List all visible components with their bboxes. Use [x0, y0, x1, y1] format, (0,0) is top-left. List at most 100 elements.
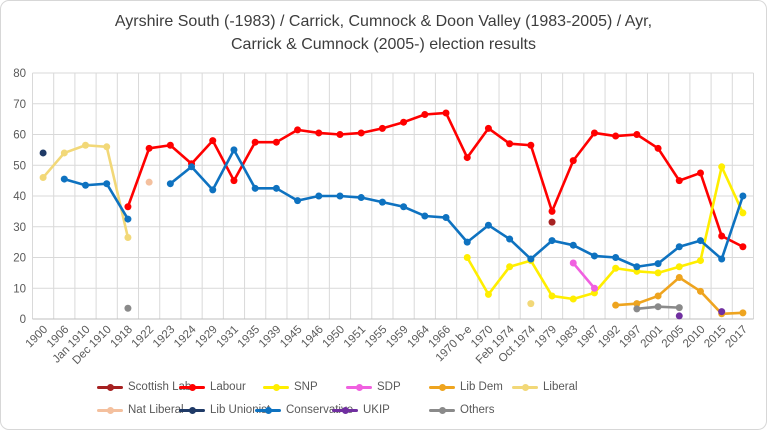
legend-marker-dot	[107, 384, 114, 391]
legend-label: Scottish Lab	[128, 381, 192, 393]
legend-marker-dot	[439, 407, 446, 414]
legend-swatch-liberal	[512, 380, 538, 394]
data-point	[124, 215, 132, 223]
legend-marker-dot	[342, 407, 349, 414]
legend-item-sdp: SDP	[346, 380, 401, 394]
series-line	[63, 177, 130, 221]
data-point	[739, 309, 747, 317]
data-point	[633, 263, 641, 271]
data-point	[166, 180, 174, 188]
legend-swatch-labour	[179, 380, 205, 394]
data-point	[400, 118, 408, 126]
gridlines	[32, 72, 754, 319]
series-liberal	[39, 141, 535, 308]
data-point	[675, 304, 683, 312]
data-point	[654, 292, 662, 300]
data-point	[569, 241, 577, 249]
data-point	[209, 137, 217, 145]
legend-marker-dot	[107, 407, 114, 414]
chart-title: Ayrshire South (-1983) / Carrick, Cumnoc…	[1, 10, 766, 56]
data-point	[336, 131, 344, 138]
data-point	[336, 192, 344, 200]
data-point	[484, 290, 492, 298]
legend-label: Lib Dem	[460, 381, 503, 393]
data-point	[251, 184, 259, 192]
series-line	[571, 261, 596, 290]
data-point	[82, 141, 90, 149]
series-line	[169, 148, 745, 269]
legend-marker-dot	[522, 384, 529, 391]
data-point	[675, 177, 683, 185]
data-point	[103, 143, 111, 151]
data-point	[357, 129, 365, 137]
legend-swatch-lib-dem	[429, 380, 455, 394]
data-point	[612, 254, 620, 261]
legend-swatch-others	[429, 403, 455, 417]
legend-item-scottish-lab: Scottish Lab	[97, 380, 191, 394]
data-point	[272, 184, 280, 192]
y-axis-tick-label: 60	[13, 130, 26, 142]
series-scottish-lab	[548, 218, 556, 226]
data-point	[400, 203, 408, 211]
legend-item-lib-dem: Lib Dem	[429, 380, 503, 394]
data-point	[612, 132, 620, 140]
series-snp	[463, 163, 747, 303]
legend-label: Nat Liberal	[128, 404, 184, 416]
data-point	[60, 175, 68, 183]
data-point	[548, 292, 556, 300]
legend-item-conservative: Conservative	[255, 403, 353, 417]
y-axis-tick-label: 40	[13, 191, 26, 203]
legend-swatch-ukip	[332, 403, 358, 417]
legend-item-labour: Labour	[179, 380, 246, 394]
data-point	[463, 238, 471, 246]
legend-marker-dot	[439, 384, 446, 391]
data-point	[654, 303, 662, 311]
data-point	[82, 181, 90, 189]
data-point	[251, 138, 259, 146]
data-point	[675, 273, 683, 281]
data-point	[633, 305, 641, 313]
data-point	[696, 287, 704, 295]
data-point	[696, 169, 704, 177]
data-point	[506, 263, 514, 271]
data-point	[590, 129, 598, 137]
legend-label: Liberal	[543, 381, 578, 393]
legend-label: UKIP	[363, 404, 390, 416]
y-axis-tick-label: 10	[13, 283, 26, 295]
data-point	[718, 163, 726, 171]
data-point	[675, 312, 683, 320]
data-point	[548, 237, 556, 245]
data-point	[145, 178, 153, 186]
data-point	[548, 207, 556, 215]
y-axis-tick-label: 70	[13, 99, 26, 111]
data-point	[166, 141, 174, 149]
legend-marker-dot	[356, 384, 363, 391]
y-axis-labels: 0 10 20 30 40 50 60 70 80	[13, 68, 26, 326]
data-point	[569, 259, 577, 267]
y-axis-tick-label: 50	[13, 160, 26, 172]
data-point	[527, 255, 535, 263]
data-point	[463, 154, 471, 162]
data-point	[633, 300, 641, 308]
legend-item-others: Others	[429, 403, 495, 417]
legend-label: SDP	[377, 381, 401, 393]
data-point	[612, 264, 620, 272]
data-point	[378, 124, 386, 132]
data-point	[718, 232, 726, 240]
data-point	[484, 221, 492, 229]
data-point	[230, 177, 238, 185]
data-point	[718, 308, 726, 316]
data-point	[527, 300, 535, 308]
legend-swatch-conservative	[255, 403, 281, 417]
legend-label: Lib Unionist	[210, 404, 271, 416]
data-point	[294, 126, 302, 134]
legend-item-snp: SNP	[263, 380, 318, 394]
data-point	[315, 192, 323, 200]
series-line	[126, 111, 745, 249]
data-point	[378, 198, 386, 206]
data-point	[696, 257, 704, 265]
legend-swatch-snp	[263, 380, 289, 394]
chart-title-text: Ayrshire South (-1983) / Carrick, Cumnoc…	[114, 13, 653, 53]
